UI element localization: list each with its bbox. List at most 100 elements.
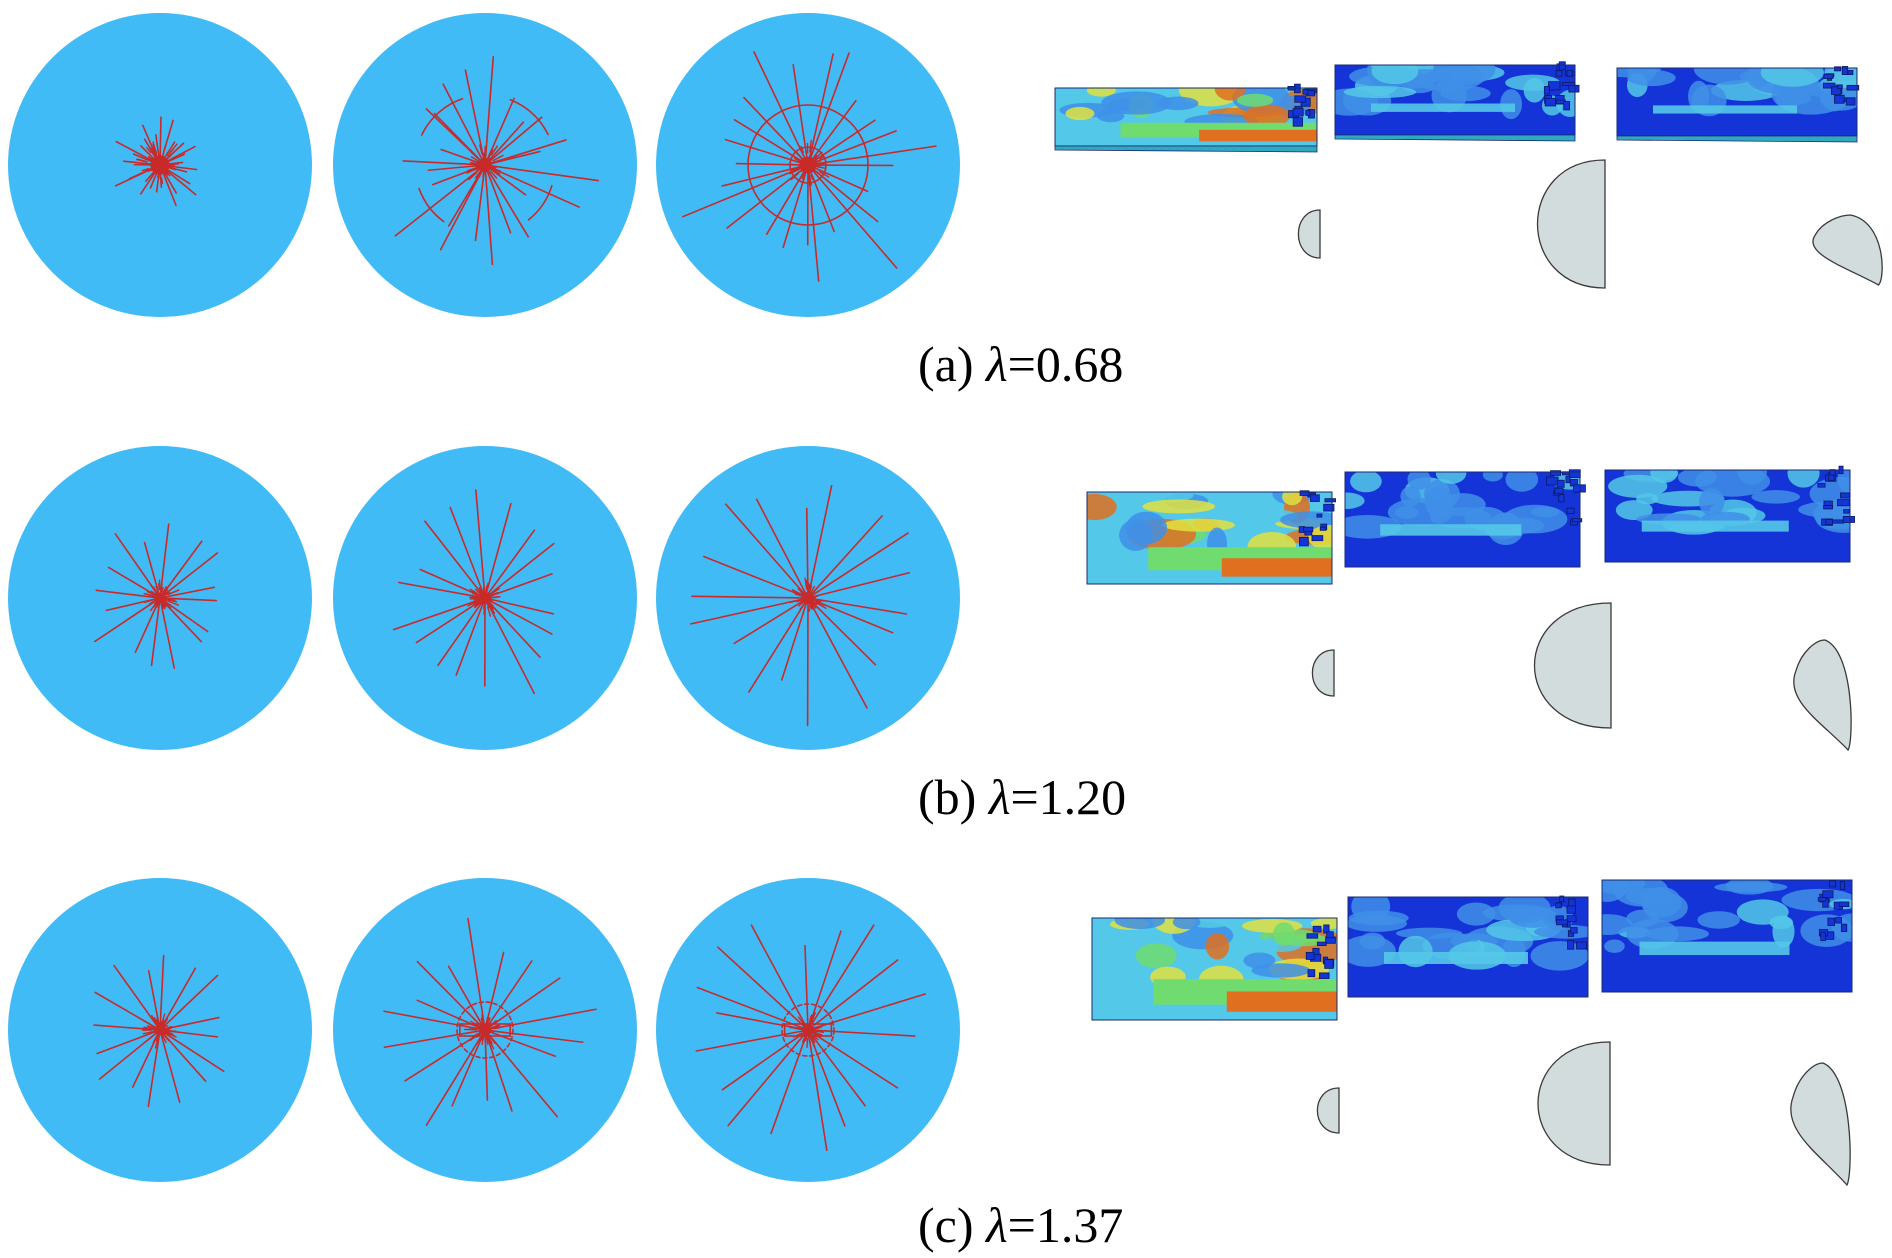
crater-profile-shape [1536,159,1606,289]
crack-core-dot [154,592,166,604]
radial-crack [161,540,203,596]
radial-crack [810,532,909,597]
radial-crack [162,974,219,1029]
caption-c: (c) λ=1.37 [918,1196,1123,1254]
crack-core-dot [799,156,817,174]
fragment-blocks [1305,924,1336,979]
radial-crack [464,69,485,162]
ring-crack-arc [420,97,464,136]
radial-crack [690,598,805,625]
disk-c-2 [333,878,637,1182]
contour-c-1 [1091,917,1338,1021]
radial-crack [475,489,486,595]
disk-a-2 [333,13,637,317]
contour-a-3 [1616,66,1860,143]
radial-crack [415,599,483,644]
radial-crack [398,581,482,599]
radial-crack [94,991,158,1029]
caption-a-value: =0.68 [1007,336,1124,392]
crater-profile-shape [1790,1062,1851,1187]
disk-c-1 [8,878,312,1182]
contour-b-1 [1086,490,1336,585]
contour-field [1087,492,1332,577]
radial-crack [487,573,553,598]
crater-profile-shape [1534,602,1612,729]
radial-crack [805,507,809,595]
radial-crack [724,503,807,596]
radial-crack [94,599,158,643]
crack-network [383,917,597,1126]
web-crack [781,1003,835,1057]
radial-crack [487,599,553,635]
contour-taper [1616,135,1858,143]
disk-c-3 [656,878,960,1182]
radial-crack [134,600,160,654]
radial-crack [161,967,197,1028]
crater-profile-shape [1793,639,1852,752]
crater-profile-shape [1812,214,1883,286]
crack-core [789,577,827,612]
ring-crack-arc [418,187,445,223]
radial-crack [753,51,808,163]
radial-crack [808,484,833,595]
radial-crack [147,969,161,1027]
radial-crack [488,598,555,615]
radial-crack [809,515,883,596]
crater-profile-b-3 [1793,639,1852,752]
caption-c-label: (c) [918,1197,986,1253]
radial-crack [716,1012,805,1031]
radial-crack [743,96,807,163]
radial-crack [748,600,807,693]
radial-crack [807,1033,828,1152]
disk-a-3 [656,13,960,317]
radial-crack [488,1029,584,1044]
crack-core-dot [150,155,170,175]
radial-crack [811,1029,916,1037]
contour-field [1345,472,1580,546]
crater-profile-shape [1311,649,1335,697]
radial-crack [437,600,484,667]
radial-crack [811,571,911,598]
radial-crack [733,599,806,645]
contour-c-2 [1347,895,1589,998]
caption-a: (a) λ=0.68 [918,335,1123,393]
crater-profile-c-1 [1316,1087,1340,1134]
radial-crack [485,1032,513,1112]
radial-crack [750,924,807,1028]
radial-crack [755,498,807,596]
radial-crack [383,1029,482,1049]
radial-crack [143,541,160,595]
radial-crack [487,977,561,1029]
radial-crack [447,167,484,227]
crater-profile-a-1 [1297,209,1321,259]
radial-crack [808,52,850,163]
radial-crack [447,965,484,1028]
crack-core-dot [802,592,814,604]
caption-b-value: =1.20 [1010,769,1127,825]
radial-crack [488,139,567,165]
crack-network [94,523,219,669]
radial-crack [449,506,485,596]
crack-network [682,51,937,282]
fragment-blocks [1817,880,1850,942]
caption-b: (b) λ=1.20 [918,768,1126,826]
radial-crack [809,1032,866,1107]
radial-crack [95,589,157,599]
radial-crack [162,1031,225,1073]
radial-crack [383,1010,482,1031]
radial-crack [404,1031,483,1082]
contour-outline [1086,491,1333,585]
crack-network [114,116,198,207]
radial-crack [107,566,158,597]
caption-b-symbol: λ [988,769,1011,825]
crack-network [695,924,927,1152]
crater-profile-c-3 [1790,1062,1851,1187]
radial-crack [467,917,486,1027]
radial-crack [486,960,533,1028]
radial-crack [811,993,927,1030]
crack-core-dot [479,592,491,604]
fragment-blocks [1298,490,1336,547]
radial-crack [394,166,483,237]
contour-b-3 [1604,465,1855,563]
